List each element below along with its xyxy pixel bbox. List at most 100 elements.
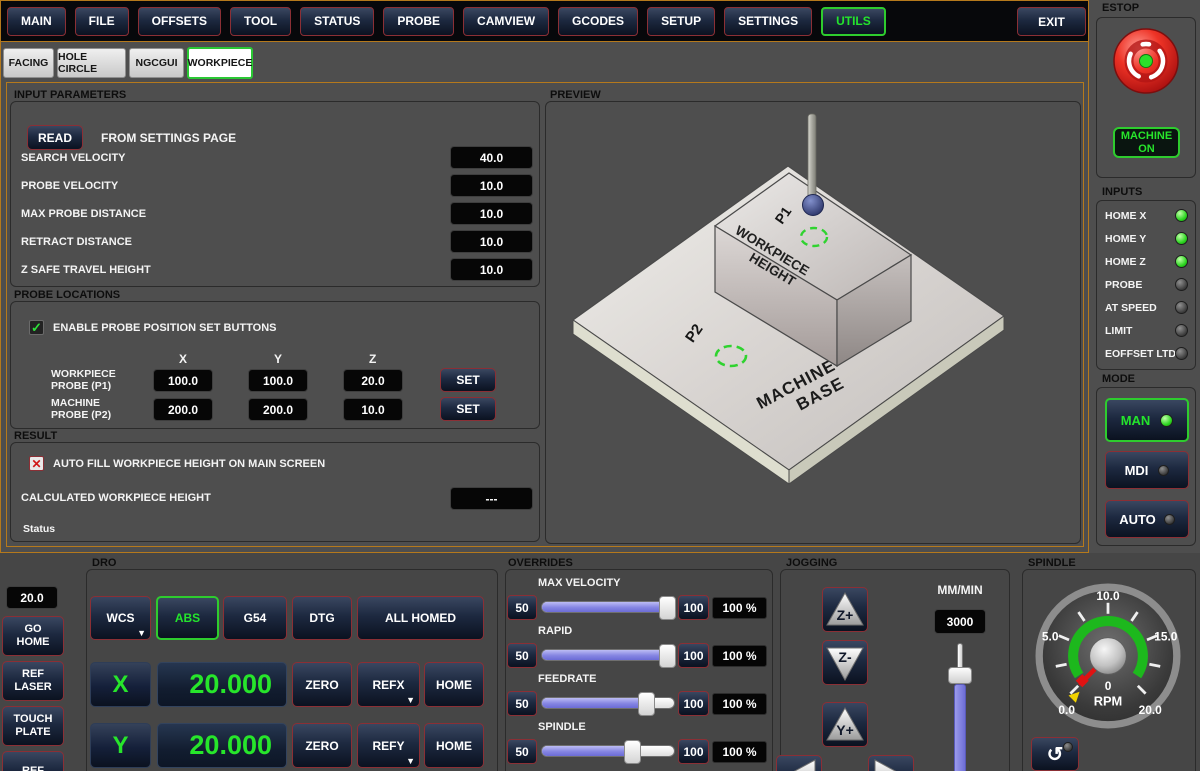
axis-x-button[interactable]: X <box>90 662 151 707</box>
mode-man-button[interactable]: MAN <box>1105 398 1189 442</box>
retract-distance-input[interactable]: 10.0 <box>450 230 533 253</box>
tab-ngcgui[interactable]: NGCGUI <box>129 48 184 78</box>
rapid-min-button[interactable]: 50 <box>507 643 537 668</box>
max-velocity-percent: 100 % <box>712 597 767 619</box>
touch-height-input[interactable]: 20.0 <box>6 586 58 609</box>
slider-handle[interactable] <box>623 740 641 764</box>
autofill-checkbox[interactable]: ✕ <box>29 456 44 471</box>
estop-title: ESTOP <box>1102 2 1140 14</box>
spindle-max-button[interactable]: 100 <box>678 739 709 764</box>
svg-text:Z+: Z+ <box>837 607 854 623</box>
all-homed-button[interactable]: ALL HOMED <box>357 596 484 640</box>
feedrate-slider[interactable] <box>541 692 675 716</box>
z-safe-travel-input[interactable]: 10.0 <box>450 258 533 281</box>
inputs-title: INPUTS <box>1102 186 1143 198</box>
svg-text:5.0: 5.0 <box>1042 629 1059 643</box>
spindle-group <box>1022 569 1196 771</box>
mode-mdi-led <box>1158 464 1170 476</box>
tab-facing[interactable]: FACING <box>3 48 54 78</box>
max-velocity-max-button[interactable]: 100 <box>678 595 709 620</box>
menu-item-status[interactable]: STATUS <box>300 6 375 36</box>
jog-slider-handle[interactable] <box>948 667 972 684</box>
p1-z-input[interactable]: 20.0 <box>343 369 403 392</box>
read-button[interactable]: READ <box>27 125 83 150</box>
input-parameters-group: READ FROM SETTINGS PAGE SEARCH VELOCITY … <box>10 101 540 287</box>
menu-item-utils[interactable]: UTILS <box>821 6 886 36</box>
dro-y-value: 20.000 <box>157 723 287 768</box>
slider-handle[interactable] <box>659 644 676 668</box>
spindle-min-button[interactable]: 50 <box>507 739 537 764</box>
jog-x-plus-button[interactable] <box>868 755 914 771</box>
input-parameters-title: INPUT PARAMETERS <box>14 89 127 101</box>
enable-probe-checkbox[interactable]: ✓ <box>29 320 44 335</box>
mode-auto-button[interactable]: AUTO <box>1105 500 1189 538</box>
p1-set-button[interactable]: SET <box>440 368 496 392</box>
feedrate-max-button[interactable]: 100 <box>678 691 709 716</box>
wcs-button[interactable]: WCS ▼ <box>90 596 151 640</box>
p1-x-input[interactable]: 100.0 <box>153 369 213 392</box>
home-y-button[interactable]: HOME <box>424 723 484 768</box>
eoffset-led <box>1175 347 1188 360</box>
tab-hole-circle[interactable]: HOLE CIRCLE <box>57 48 126 78</box>
jog-y-plus-button[interactable]: Y+ <box>822 702 868 747</box>
jog-slider-track-bottom[interactable] <box>954 684 966 771</box>
probe-locations-title: PROBE LOCATIONS <box>14 289 121 301</box>
slider-handle[interactable] <box>659 596 676 620</box>
svg-text:0.0: 0.0 <box>1058 703 1075 717</box>
zero-y-button[interactable]: ZERO <box>292 723 352 768</box>
jog-z-plus-button[interactable]: Z+ <box>822 587 868 632</box>
g54-button[interactable]: G54 <box>223 596 287 640</box>
search-velocity-input[interactable]: 40.0 <box>450 146 533 169</box>
refy-button[interactable]: REFY ▼ <box>357 723 420 768</box>
spindle-ccw-button[interactable]: ↺ <box>1031 737 1079 771</box>
refx-button[interactable]: REFX ▼ <box>357 662 420 707</box>
max-velocity-min-button[interactable]: 50 <box>507 595 537 620</box>
p1-y-input[interactable]: 100.0 <box>248 369 308 392</box>
ref-button[interactable]: REF <box>2 751 64 771</box>
rapid-max-button[interactable]: 100 <box>678 643 709 668</box>
tab-workpiece[interactable]: WORKPIECE <box>187 47 253 79</box>
estop-button[interactable] <box>1110 25 1182 97</box>
menu-item-tool[interactable]: TOOL <box>230 6 292 36</box>
axis-y-button[interactable]: Y <box>90 723 151 768</box>
menu-item-probe[interactable]: PROBE <box>383 6 455 36</box>
ref-laser-button[interactable]: REF LASER <box>2 661 64 701</box>
p2-x-input[interactable]: 200.0 <box>153 398 213 421</box>
result-title: RESULT <box>14 430 58 442</box>
p2-z-input[interactable]: 10.0 <box>343 398 403 421</box>
touch-plate-button[interactable]: TOUCH PLATE <box>2 706 64 746</box>
menu-item-main[interactable]: MAIN <box>7 6 66 36</box>
machine-on-button[interactable]: MACHINE ON <box>1113 127 1180 158</box>
max-probe-distance-input[interactable]: 10.0 <box>450 202 533 225</box>
feedrate-min-button[interactable]: 50 <box>507 691 537 716</box>
main-frame: MAIN FILE OFFSETS TOOL STATUS PROBE CAMV… <box>0 0 1089 617</box>
exit-button[interactable]: EXIT <box>1017 7 1086 36</box>
mode-mdi-button[interactable]: MDI <box>1105 451 1189 489</box>
max-velocity-slider[interactable] <box>541 596 676 620</box>
probe-locations-group: ✓ ENABLE PROBE POSITION SET BUTTONS X Y … <box>10 301 540 429</box>
jog-rate-input[interactable]: 3000 <box>934 609 986 634</box>
menu-item-setup[interactable]: SETUP <box>647 6 716 36</box>
jog-x-minus-button[interactable] <box>776 755 822 771</box>
probe-preview-illustration: P2 MACHINE BASE WORKPIECE HEIGHT <box>571 113 1006 485</box>
dtg-button[interactable]: DTG <box>292 596 352 640</box>
jog-z-minus-button[interactable]: Z- <box>822 640 868 685</box>
slider-handle[interactable] <box>638 692 656 716</box>
menu-item-camview[interactable]: CAMVIEW <box>463 6 550 36</box>
p2-y-input[interactable]: 200.0 <box>248 398 308 421</box>
zero-x-button[interactable]: ZERO <box>292 662 352 707</box>
go-home-button[interactable]: GO HOME <box>2 616 64 656</box>
spindle-slider[interactable] <box>541 740 675 764</box>
rapid-slider[interactable] <box>541 644 676 668</box>
col-header-z: Z <box>369 352 377 366</box>
abs-button[interactable]: ABS <box>156 596 219 640</box>
triangle-down-icon: Z- <box>826 647 864 681</box>
p2-set-button[interactable]: SET <box>440 397 496 421</box>
menu-item-gcodes[interactable]: GCODES <box>558 6 639 36</box>
probe-velocity-input[interactable]: 10.0 <box>450 174 533 197</box>
menu-item-file[interactable]: FILE <box>74 6 129 36</box>
rotate-ccw-icon: ↺ <box>1046 743 1064 766</box>
menu-item-offsets[interactable]: OFFSETS <box>137 6 222 36</box>
menu-item-settings[interactable]: SETTINGS <box>724 6 813 36</box>
home-x-button[interactable]: HOME <box>424 662 484 707</box>
